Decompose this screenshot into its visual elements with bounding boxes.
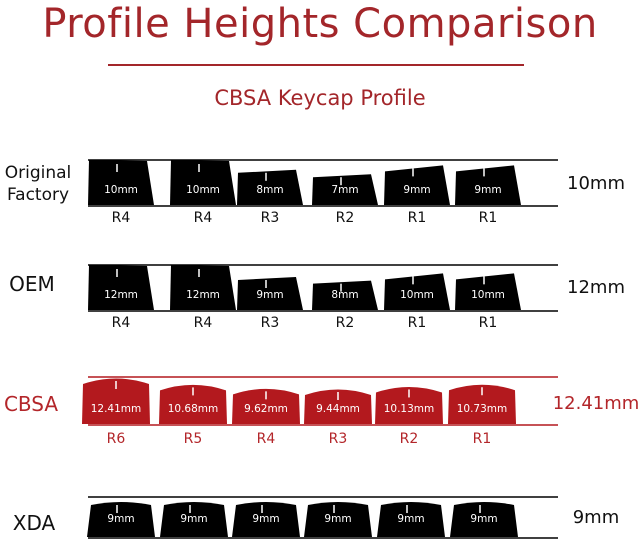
keycap-height-label: 10.13mm	[384, 403, 435, 415]
keycap-row-label: R1	[408, 210, 427, 226]
keycap-height-label: 12mm	[186, 289, 220, 301]
profile-label: XDA	[13, 511, 56, 535]
keycap-shape	[455, 273, 521, 310]
keycap-shape	[82, 378, 150, 424]
keycap-shape	[159, 384, 227, 424]
keycap-height-label: 9mm	[107, 513, 134, 525]
keycap-shape	[450, 502, 518, 537]
keycap-height-label: 10mm	[400, 289, 434, 301]
keycap-row-label: R4	[112, 315, 131, 331]
keycap-row-label: R3	[261, 210, 280, 226]
keycap-shape	[304, 502, 372, 537]
page-title: Profile Heights Comparison	[42, 1, 598, 47]
keycap-height-label: 9mm	[397, 513, 424, 525]
keycap-shape	[88, 160, 154, 205]
keycap-height-label: 7mm	[331, 184, 358, 196]
keycap-height-label: 12.41mm	[91, 403, 142, 415]
keycap-row-label: R4	[194, 315, 213, 331]
keycap-shape	[312, 280, 378, 310]
keycap-shape	[160, 502, 228, 537]
keycap-shape	[455, 165, 521, 205]
keycap-height-label: 8mm	[331, 289, 358, 301]
profile-total-height: 12.41mm	[553, 393, 640, 414]
keycap-shape	[377, 502, 445, 537]
keycap-shape	[232, 502, 300, 537]
keycap-height-label: 10mm	[471, 289, 505, 301]
keycap-row-label: R2	[336, 210, 355, 226]
keycap-shape	[375, 386, 443, 424]
page-subtitle: CBSA Keycap Profile	[214, 86, 426, 110]
keycap-shape	[170, 265, 236, 310]
keycap-row-label: R6	[107, 431, 126, 447]
keycap-height-label: 9.44mm	[316, 403, 360, 415]
profile-row-xda: XDA 9mm 9mm 9mm 9mm 9mm 9mm 9mm	[13, 496, 620, 539]
keycap-shape	[237, 169, 303, 205]
keycap-shape	[170, 160, 236, 205]
keycap-shape	[88, 265, 154, 310]
keycap-height-label: 9mm	[256, 289, 283, 301]
keycap-row-label: R2	[400, 431, 419, 447]
profile-row-cbsa: CBSA 12.41mm 12.41mm R6 10.68mm R5 9.62mm R4 9.4…	[4, 376, 640, 447]
profile-label: OEM	[9, 272, 55, 296]
keycap-row-label: R3	[261, 315, 280, 331]
keycap-height-label: 9mm	[474, 184, 501, 196]
keycap-shape	[232, 388, 300, 424]
keycap-row-label: R1	[479, 315, 498, 331]
keycap-row-label: R1	[479, 210, 498, 226]
keycap-height-label: 9mm	[403, 184, 430, 196]
keycap-shape	[384, 165, 450, 205]
profile-label: Original	[5, 163, 72, 183]
keycap-height-label: 9.62mm	[244, 403, 288, 415]
keycap-row-label: R4	[257, 431, 276, 447]
profile-total-height: 10mm	[567, 173, 625, 194]
profile-label: Factory	[7, 185, 69, 205]
keycap-row-label: R3	[329, 431, 348, 447]
keycap-row-label: R5	[184, 431, 203, 447]
keycap-row-label: R4	[194, 210, 213, 226]
keycap-height-label: 9mm	[180, 513, 207, 525]
keycap-height-label: 10.68mm	[168, 403, 219, 415]
keycap-height-label: 10.73mm	[457, 403, 508, 415]
profile-total-height: 12mm	[567, 277, 625, 298]
keycap-height-label: 9mm	[252, 513, 279, 525]
keycap-row-label: R2	[336, 315, 355, 331]
keycap-row-label: R1	[473, 431, 492, 447]
profile-row-oem: OEM 12mm 12mm R4 12mm R4 9mm R3 8mm R2 10mm R1 10mm R…	[9, 264, 625, 331]
keycap-height-label: 12mm	[104, 289, 138, 301]
keycap-shape	[304, 389, 372, 424]
keycap-shape	[237, 277, 303, 310]
keycap-row-label: R1	[408, 315, 427, 331]
profile-label: CBSA	[4, 392, 58, 416]
title-divider	[108, 64, 524, 66]
keycap-height-label: 10mm	[104, 184, 138, 196]
keycap-shape	[312, 174, 378, 205]
keycap-shape	[448, 384, 516, 424]
keycap-height-label: 8mm	[256, 184, 283, 196]
keycap-height-label: 10mm	[186, 184, 220, 196]
keycap-height-label: 9mm	[324, 513, 351, 525]
keycap-shape	[384, 273, 450, 310]
keycap-height-label: 9mm	[470, 513, 497, 525]
profile-total-height: 9mm	[573, 507, 620, 528]
keycap-shape	[87, 502, 155, 537]
keycap-row-label: R4	[112, 210, 131, 226]
